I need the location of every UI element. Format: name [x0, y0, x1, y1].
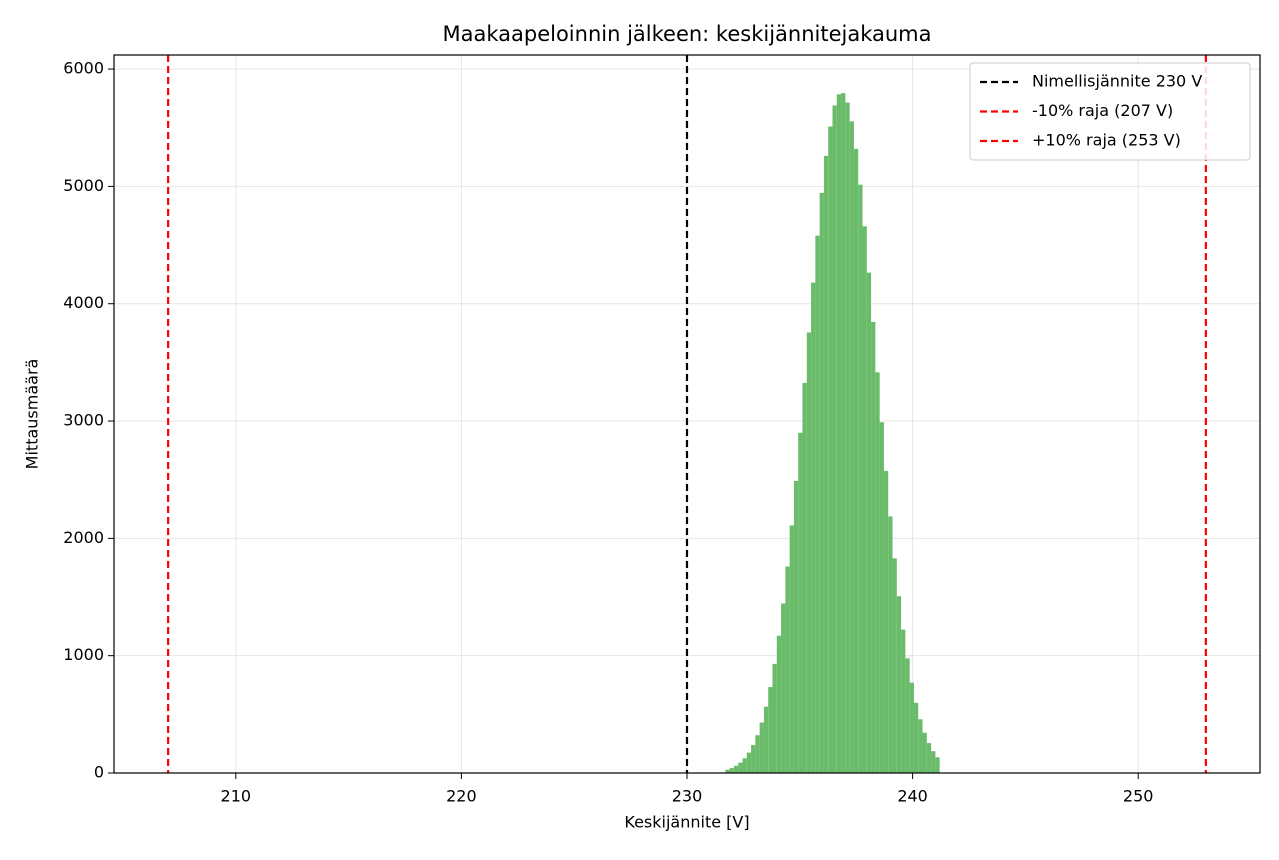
y-axis-label: Mittausmäärä: [23, 359, 42, 470]
bar: [888, 516, 893, 773]
bar: [742, 758, 747, 773]
bar: [806, 332, 812, 773]
bar: [789, 525, 794, 773]
legend-label: +10% raja (253 V): [1032, 131, 1181, 150]
bar: [781, 603, 786, 773]
bar: [935, 757, 940, 773]
bar: [793, 480, 799, 773]
bar: [853, 148, 859, 774]
bar: [931, 751, 936, 773]
y-tick-label: 1000: [63, 645, 104, 664]
bar: [849, 121, 854, 773]
bar: [729, 768, 734, 773]
y-tick-label: 3000: [63, 411, 104, 430]
bar: [892, 558, 897, 773]
bar: [883, 470, 889, 773]
bar: [746, 752, 752, 773]
bar: [725, 769, 730, 773]
bar: [845, 102, 850, 773]
y-tick-label: 2000: [63, 528, 104, 547]
bar: [909, 682, 914, 773]
bar: [823, 155, 829, 773]
bar: [862, 226, 867, 773]
bar: [841, 93, 846, 773]
bar: [913, 702, 919, 773]
bar: [802, 382, 807, 773]
x-tick-label: 230: [672, 787, 703, 806]
y-tick-label: 0: [94, 763, 104, 782]
bar: [896, 596, 902, 773]
x-tick-label: 240: [897, 787, 928, 806]
x-tick-label: 220: [446, 787, 477, 806]
bar: [785, 566, 790, 773]
bar: [798, 432, 803, 773]
bar: [759, 722, 764, 773]
bar: [901, 629, 906, 773]
y-tick-label: 6000: [63, 59, 104, 78]
bar: [879, 422, 884, 773]
bar: [755, 735, 760, 773]
bar: [751, 744, 756, 773]
bar: [836, 94, 842, 773]
bar: [763, 706, 769, 773]
bar: [738, 762, 743, 773]
bar: [811, 282, 816, 773]
legend-label: Nimellisjännite 230 V: [1032, 72, 1202, 91]
legend-box: [969, 62, 1251, 161]
bar: [772, 663, 777, 773]
bar: [815, 235, 820, 773]
bar: [828, 126, 833, 773]
legend-label: -10% raja (207 V): [1032, 101, 1173, 120]
y-tick-label: 4000: [63, 293, 104, 312]
bar: [733, 765, 739, 773]
bar: [866, 272, 872, 773]
x-axis-label: Keskijännite [V]: [624, 813, 749, 832]
x-tick-label: 250: [1123, 787, 1154, 806]
bar: [776, 635, 782, 773]
chart-title: Maakaapeloinnin jälkeen: keskijännitejak…: [442, 22, 931, 46]
bar: [875, 372, 880, 773]
plot-frame: [113, 54, 1261, 774]
bar: [768, 687, 773, 773]
bar: [918, 719, 923, 773]
bar: [819, 192, 824, 773]
bar: [858, 184, 863, 773]
bar: [871, 321, 876, 773]
bar: [922, 732, 927, 773]
bar: [832, 105, 837, 774]
x-tick-label: 210: [221, 787, 252, 806]
bar: [926, 743, 932, 773]
bar: [905, 658, 910, 773]
y-tick-label: 5000: [63, 176, 104, 195]
